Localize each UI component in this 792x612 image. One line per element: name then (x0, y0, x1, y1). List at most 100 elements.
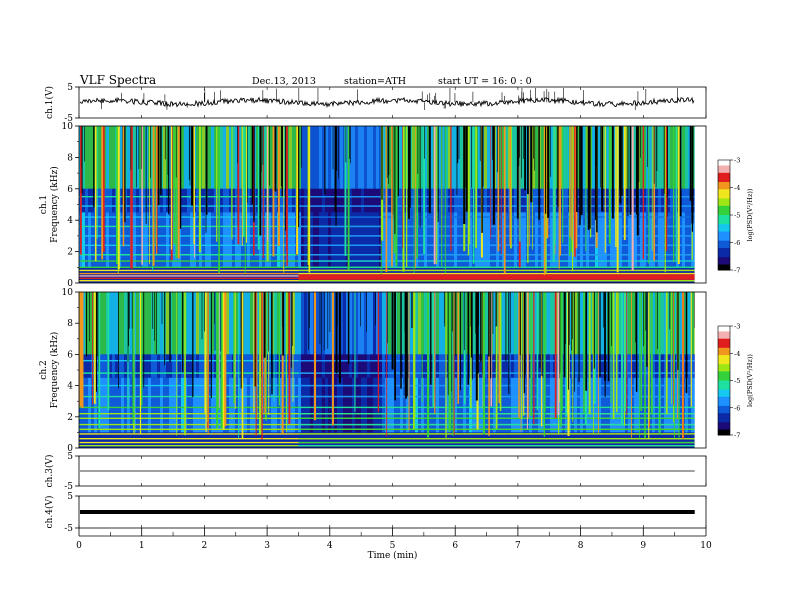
y-tick-label: 6 (67, 185, 73, 195)
spectrogram-cell (667, 292, 670, 355)
spectrogram-cell (268, 377, 271, 433)
time-axis: 0 1 2 3 4 5 6 7 8 9 10 Time (min) (76, 528, 712, 561)
spectrogram-cell (208, 188, 211, 213)
colorbar-cell (718, 384, 730, 387)
colorbar-cell (718, 172, 730, 176)
x-tick-label: 7 (515, 541, 521, 551)
spectrogram-cell (514, 188, 517, 213)
spectrogram-cell (523, 212, 526, 268)
spectrogram-cell (289, 212, 292, 268)
spectrogram-cell (496, 188, 499, 213)
spectrogram-cell (649, 126, 652, 189)
spectrogram-cell (160, 377, 163, 433)
spectrogram-cell (598, 126, 601, 189)
spectrogram-cell (502, 292, 505, 355)
colorbar-label: log(PSD(V²/Hz)) (746, 188, 754, 241)
colorbar-cell (718, 163, 730, 166)
spectrogram-cell (208, 126, 211, 189)
spectrogram-cell (232, 188, 235, 213)
spectrogram-cell (448, 126, 451, 189)
spectrogram-cell (313, 212, 316, 268)
spectrogram-cell (415, 354, 418, 378)
spectrogram-cell (688, 188, 691, 213)
spectrogram-cell (388, 354, 391, 378)
spectrogram-cell (154, 292, 157, 355)
colorbar-cell (718, 257, 730, 260)
spectrogram-cell (121, 354, 124, 378)
spectrogram-cell (496, 354, 499, 378)
spectrogram-cell (661, 188, 664, 213)
spectrogram-cell (379, 377, 382, 433)
spectrogram-cell (376, 292, 379, 355)
spectrogram-cell (520, 212, 523, 268)
spectrogram-cell (130, 292, 133, 355)
colorbar-cell (718, 358, 730, 362)
spectrogram-cell (505, 354, 508, 378)
spectrogram-cell (388, 188, 391, 213)
spectrogram-cell (136, 377, 139, 433)
spectrogram-cell (475, 377, 478, 433)
y-tick-label: 0 (67, 444, 73, 454)
spectrogram-cell (613, 188, 616, 213)
spectrogram-cell (166, 126, 169, 189)
spectrogram-cell (148, 354, 151, 378)
y-tick-label: -5 (64, 524, 73, 534)
spectrogram-cell (424, 188, 427, 213)
spectrogram-cell (259, 212, 262, 268)
spectrogram-cell (622, 354, 625, 378)
spectrogram-cell (442, 292, 445, 355)
y-tick-label: 5 (67, 83, 73, 93)
spectrogram-cell (325, 188, 328, 213)
spectrogram-cell (451, 188, 454, 213)
spectrogram-cell (307, 354, 310, 378)
spectrogram-cell (247, 188, 250, 213)
spectrogram-blank (694, 126, 706, 283)
spectrogram-cell (94, 377, 97, 433)
spectrogram-cell (505, 212, 508, 268)
colorbar-cell (718, 367, 730, 371)
y-tick-label: 10 (62, 122, 74, 132)
colorbar-cell (718, 420, 730, 423)
spectrogram-cell (172, 377, 175, 433)
spectrogram-cell (637, 354, 640, 378)
spectrogram-cell (319, 354, 322, 378)
spectrogram-cell (208, 212, 211, 268)
spectrogram-cell (400, 377, 403, 433)
spectrogram-cell (256, 377, 259, 433)
spectrogram-cell (439, 292, 442, 355)
spectrogram-cell (163, 188, 166, 213)
spectrogram-cell (607, 212, 610, 268)
spectrogram-cell (367, 377, 370, 433)
spectrogram-cell (610, 212, 613, 268)
spectrogram-cell (628, 377, 631, 433)
spectrogram-cell (208, 377, 211, 433)
spectrogram-cell (358, 126, 361, 189)
colorbar-cell (718, 404, 730, 407)
spectrogram-cell (151, 377, 154, 433)
x-axis-label: Time (min) (368, 550, 418, 561)
colorbar-cell (718, 185, 730, 188)
spectrogram-cell (193, 377, 196, 433)
spectrogram-cell (691, 377, 694, 433)
spectrogram-cell (415, 377, 418, 433)
spectrogram-cell (637, 292, 640, 355)
x-tick-label: 9 (640, 541, 646, 551)
spectrogram-cell (397, 354, 400, 378)
spectrogram-cell (319, 126, 322, 189)
spectrogram-cell (553, 292, 556, 355)
ch1-waveform-panel: 5 -5 ch.1(V) (44, 83, 707, 124)
spectrogram-cell (115, 354, 118, 378)
spectrogram-cell (187, 188, 190, 213)
spectrogram-cell (625, 188, 628, 213)
spectrogram-cell (370, 212, 373, 268)
spectrogram-cell (622, 212, 625, 268)
spectrogram-cell (238, 188, 241, 213)
colorbar-cell (718, 248, 730, 251)
spectrogram-cell (298, 377, 301, 433)
spectrogram-cell (505, 188, 508, 213)
spectrogram-cell (562, 188, 565, 213)
spectrogram-cell (553, 377, 556, 433)
colorbar-cell (718, 178, 730, 181)
spectrogram-cell (358, 354, 361, 378)
spectrogram-cell (439, 126, 442, 189)
